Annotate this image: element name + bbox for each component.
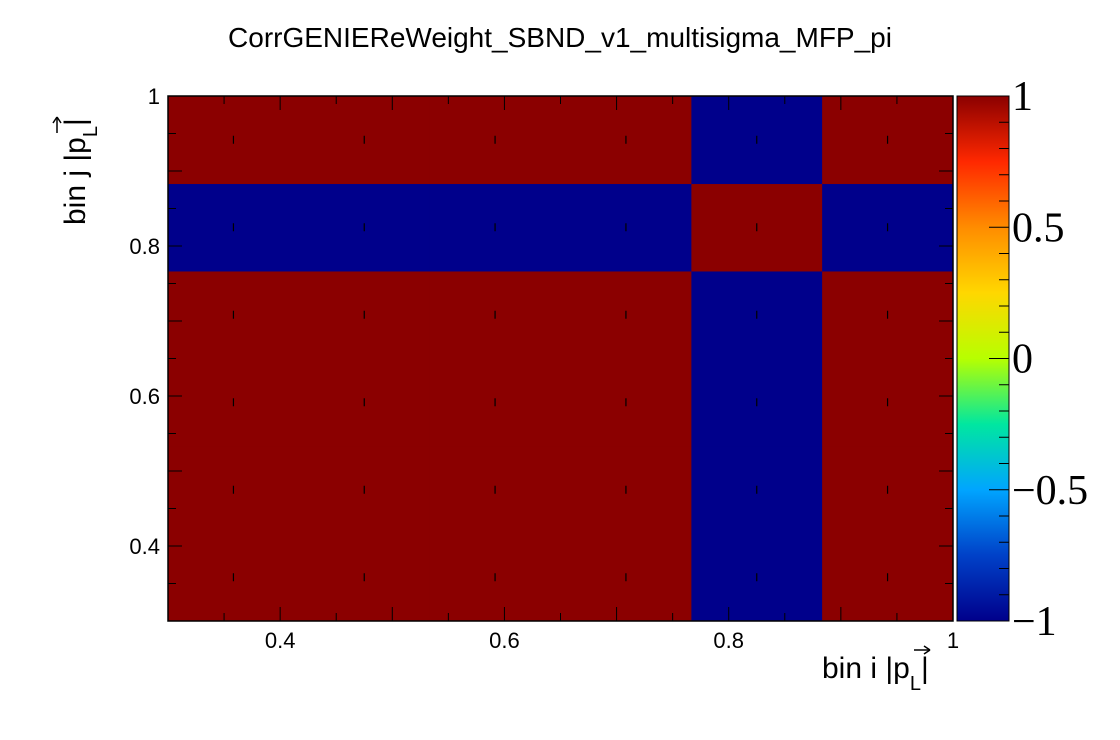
y-tick-label: 1 [148,84,160,109]
y-axis-vector-arrowhead [52,116,62,124]
palette-tick-label: 0 [1012,337,1033,383]
x-tick-label: 0.6 [489,628,520,653]
x-tick-label: 0.4 [265,628,296,653]
y-axis-ticks: 0.4 0.6 0.8 1 [129,84,953,622]
y-tick-label: 0.6 [129,384,160,409]
x-axis-vector-arrowhead [923,645,931,655]
x-axis-ticks: 0.4 0.6 0.8 1 [167,96,959,653]
x-axis-title-main: bin i |p [822,652,910,685]
palette-tick-label: 1 [1012,74,1033,120]
svg-text:bin i |pL|: bin i |pL| [822,652,929,695]
palette-ticks: 1 0.5 0 −0.5 −1 [989,74,1088,645]
x-axis-title-sub: L [910,673,921,695]
palette-tick-label: 0.5 [1012,205,1065,251]
y-axis-title-main: bin j |p [59,137,92,225]
heatmap-cells [168,96,954,622]
chart-title: CorrGENIEReWeight_SBND_v1_multisigma_MFP… [228,22,892,53]
x-tick-label: 0.8 [713,628,744,653]
y-axis-title: bin j |pL| [52,116,102,225]
x-tick-label: 1 [947,628,959,653]
svg-text:bin j |pL|: bin j |pL| [59,118,102,225]
palette-tick-label: −1 [1012,599,1057,645]
palette-tick-label: −0.5 [1012,468,1088,514]
y-axis-title-sub: L [80,126,102,137]
x-axis-title: bin i |pL| [822,645,931,695]
y-tick-label: 0.8 [129,234,160,259]
bin-center-markers [232,135,889,582]
y-tick-label: 0.4 [129,534,160,559]
